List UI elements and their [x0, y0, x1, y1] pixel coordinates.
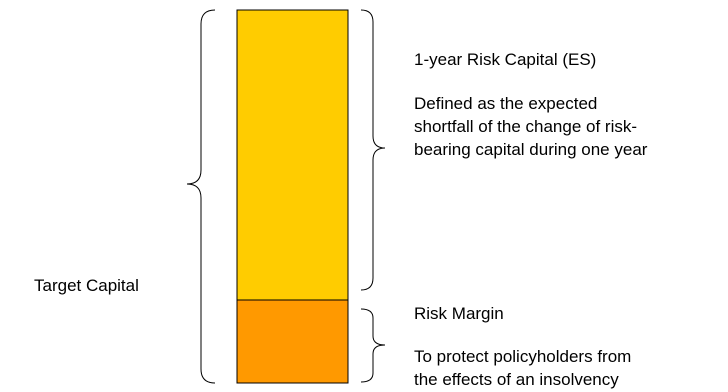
target-capital-label: Target Capital: [34, 276, 139, 295]
risk-capital-block: [236, 9, 349, 301]
risk-margin-block: [236, 299, 349, 384]
risk-capital-brace: [360, 9, 386, 291]
risk-margin-brace: [360, 308, 386, 383]
risk-capital-description-line: Defined as the expected: [414, 94, 598, 113]
risk-margin-description-line: To protect policyholders from: [414, 347, 632, 366]
risk-margin-title: Risk Margin: [414, 304, 504, 323]
risk-capital-title: 1-year Risk Capital (ES): [414, 50, 597, 69]
risk-margin-description-line: the effects of an insolvency: [414, 370, 619, 389]
risk-capital-description-line: shortfall of the change of risk-: [414, 117, 638, 136]
target-capital-brace: [186, 9, 216, 384]
risk-capital-description-line: bearing capital during one year: [414, 140, 648, 159]
